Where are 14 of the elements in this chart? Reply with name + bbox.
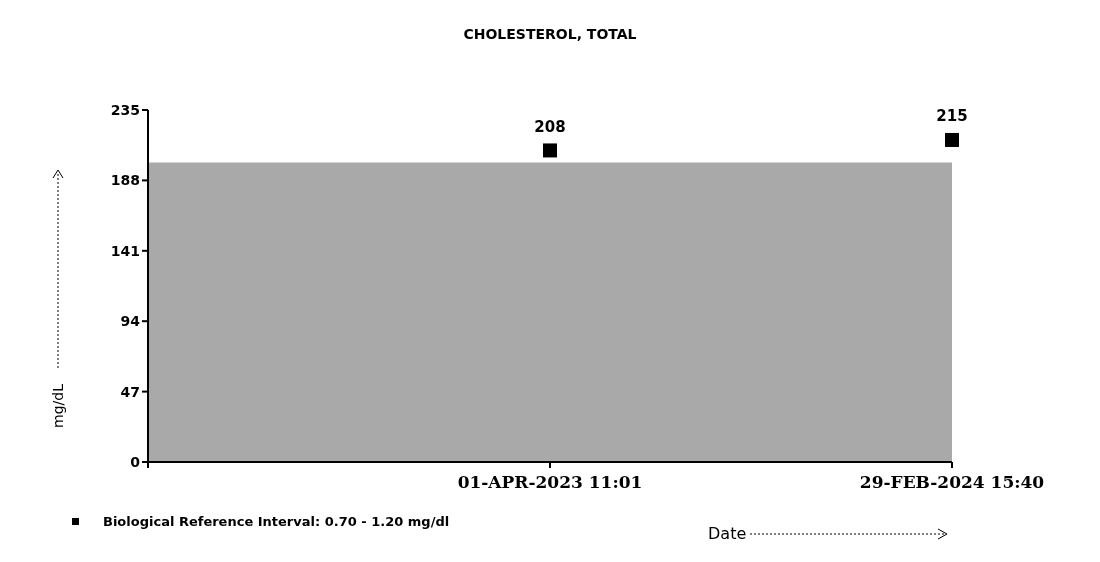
data-label: 215 [936, 107, 968, 126]
y-tick-label: 0 [130, 453, 141, 470]
y-tick-label: 188 [110, 172, 140, 189]
x-tick-label: 01-APR-2023 11:01 [457, 472, 643, 493]
chart-title: CHOLESTEROL, TOTAL [462, 26, 638, 42]
text: Biological Reference Interval: 0.70 - 1.20 mg/dl [103, 514, 450, 529]
x-tick-label: 29-FEB-2024 15:40 [859, 472, 1045, 493]
y-tick-label: 141 [110, 242, 140, 259]
y-tick-label: 47 [120, 383, 140, 400]
x-axis-title: Date [708, 524, 747, 543]
y-tick-label: 94 [120, 313, 141, 330]
data-label: 208 [534, 117, 566, 136]
y-axis-title: mg/dL [50, 384, 66, 428]
y-tick-label: 235 [110, 101, 140, 118]
